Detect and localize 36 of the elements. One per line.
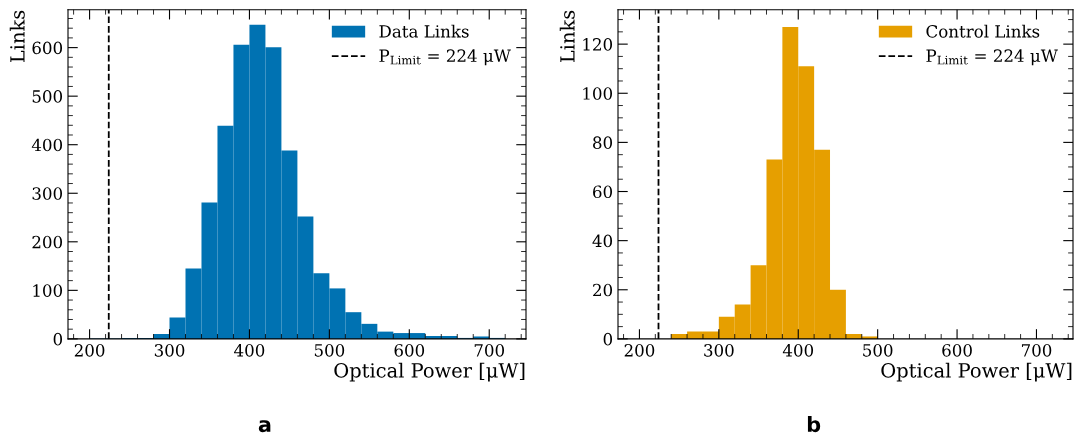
y-tick-label: 600 [32, 41, 63, 55]
x-axis-title: Optical Power [μW] [881, 362, 1072, 382]
x-tick-label: 600 [394, 344, 425, 357]
x-tick-label: 300 [704, 344, 734, 357]
y-tick-label: 100 [33, 284, 63, 297]
y-tick-label: 500 [32, 90, 63, 103]
y-tick-label: 300 [32, 187, 63, 200]
x-axis-title: Optical Power [μW] [334, 362, 525, 382]
y-tick-label: 400 [31, 138, 63, 152]
x-tick-label: 200 [624, 344, 655, 357]
x-tick-label: 600 [942, 344, 972, 357]
legend-label: Data Links [379, 24, 469, 38]
legend-label: Control Links [926, 24, 1040, 38]
x-tick-label: 700 [1021, 344, 1052, 357]
x-tick-label: 400 [234, 344, 265, 357]
ref-line-label: P$_{Limit}$ = 224 μW [926, 49, 1058, 66]
y-tick-label: 80 [593, 136, 613, 149]
y-tick-label: 40 [592, 234, 613, 248]
y-tick-label: 0 [603, 332, 613, 346]
x-tick-label: 400 [782, 344, 814, 357]
y-axis-title: Links [9, 10, 25, 63]
y-tick-label: 60 [593, 185, 613, 199]
y-tick-label: 0 [53, 332, 63, 346]
ref-line-label: P$_{Limit}$ = 224 μW [379, 49, 511, 66]
y-axis-title: Links [559, 10, 575, 63]
y-tick-label: 120 [583, 38, 613, 51]
x-tick-label: 300 [154, 344, 185, 357]
text: a [258, 420, 271, 433]
x-tick-label: 500 [314, 344, 345, 357]
x-tick-label: 500 [863, 344, 893, 357]
text: b [807, 416, 821, 433]
x-tick-label: 700 [474, 344, 505, 357]
y-tick-label: 100 [583, 87, 613, 100]
y-tick-label: 200 [32, 235, 63, 249]
y-tick-label: 20 [593, 283, 613, 297]
x-tick-label: 200 [74, 344, 105, 357]
